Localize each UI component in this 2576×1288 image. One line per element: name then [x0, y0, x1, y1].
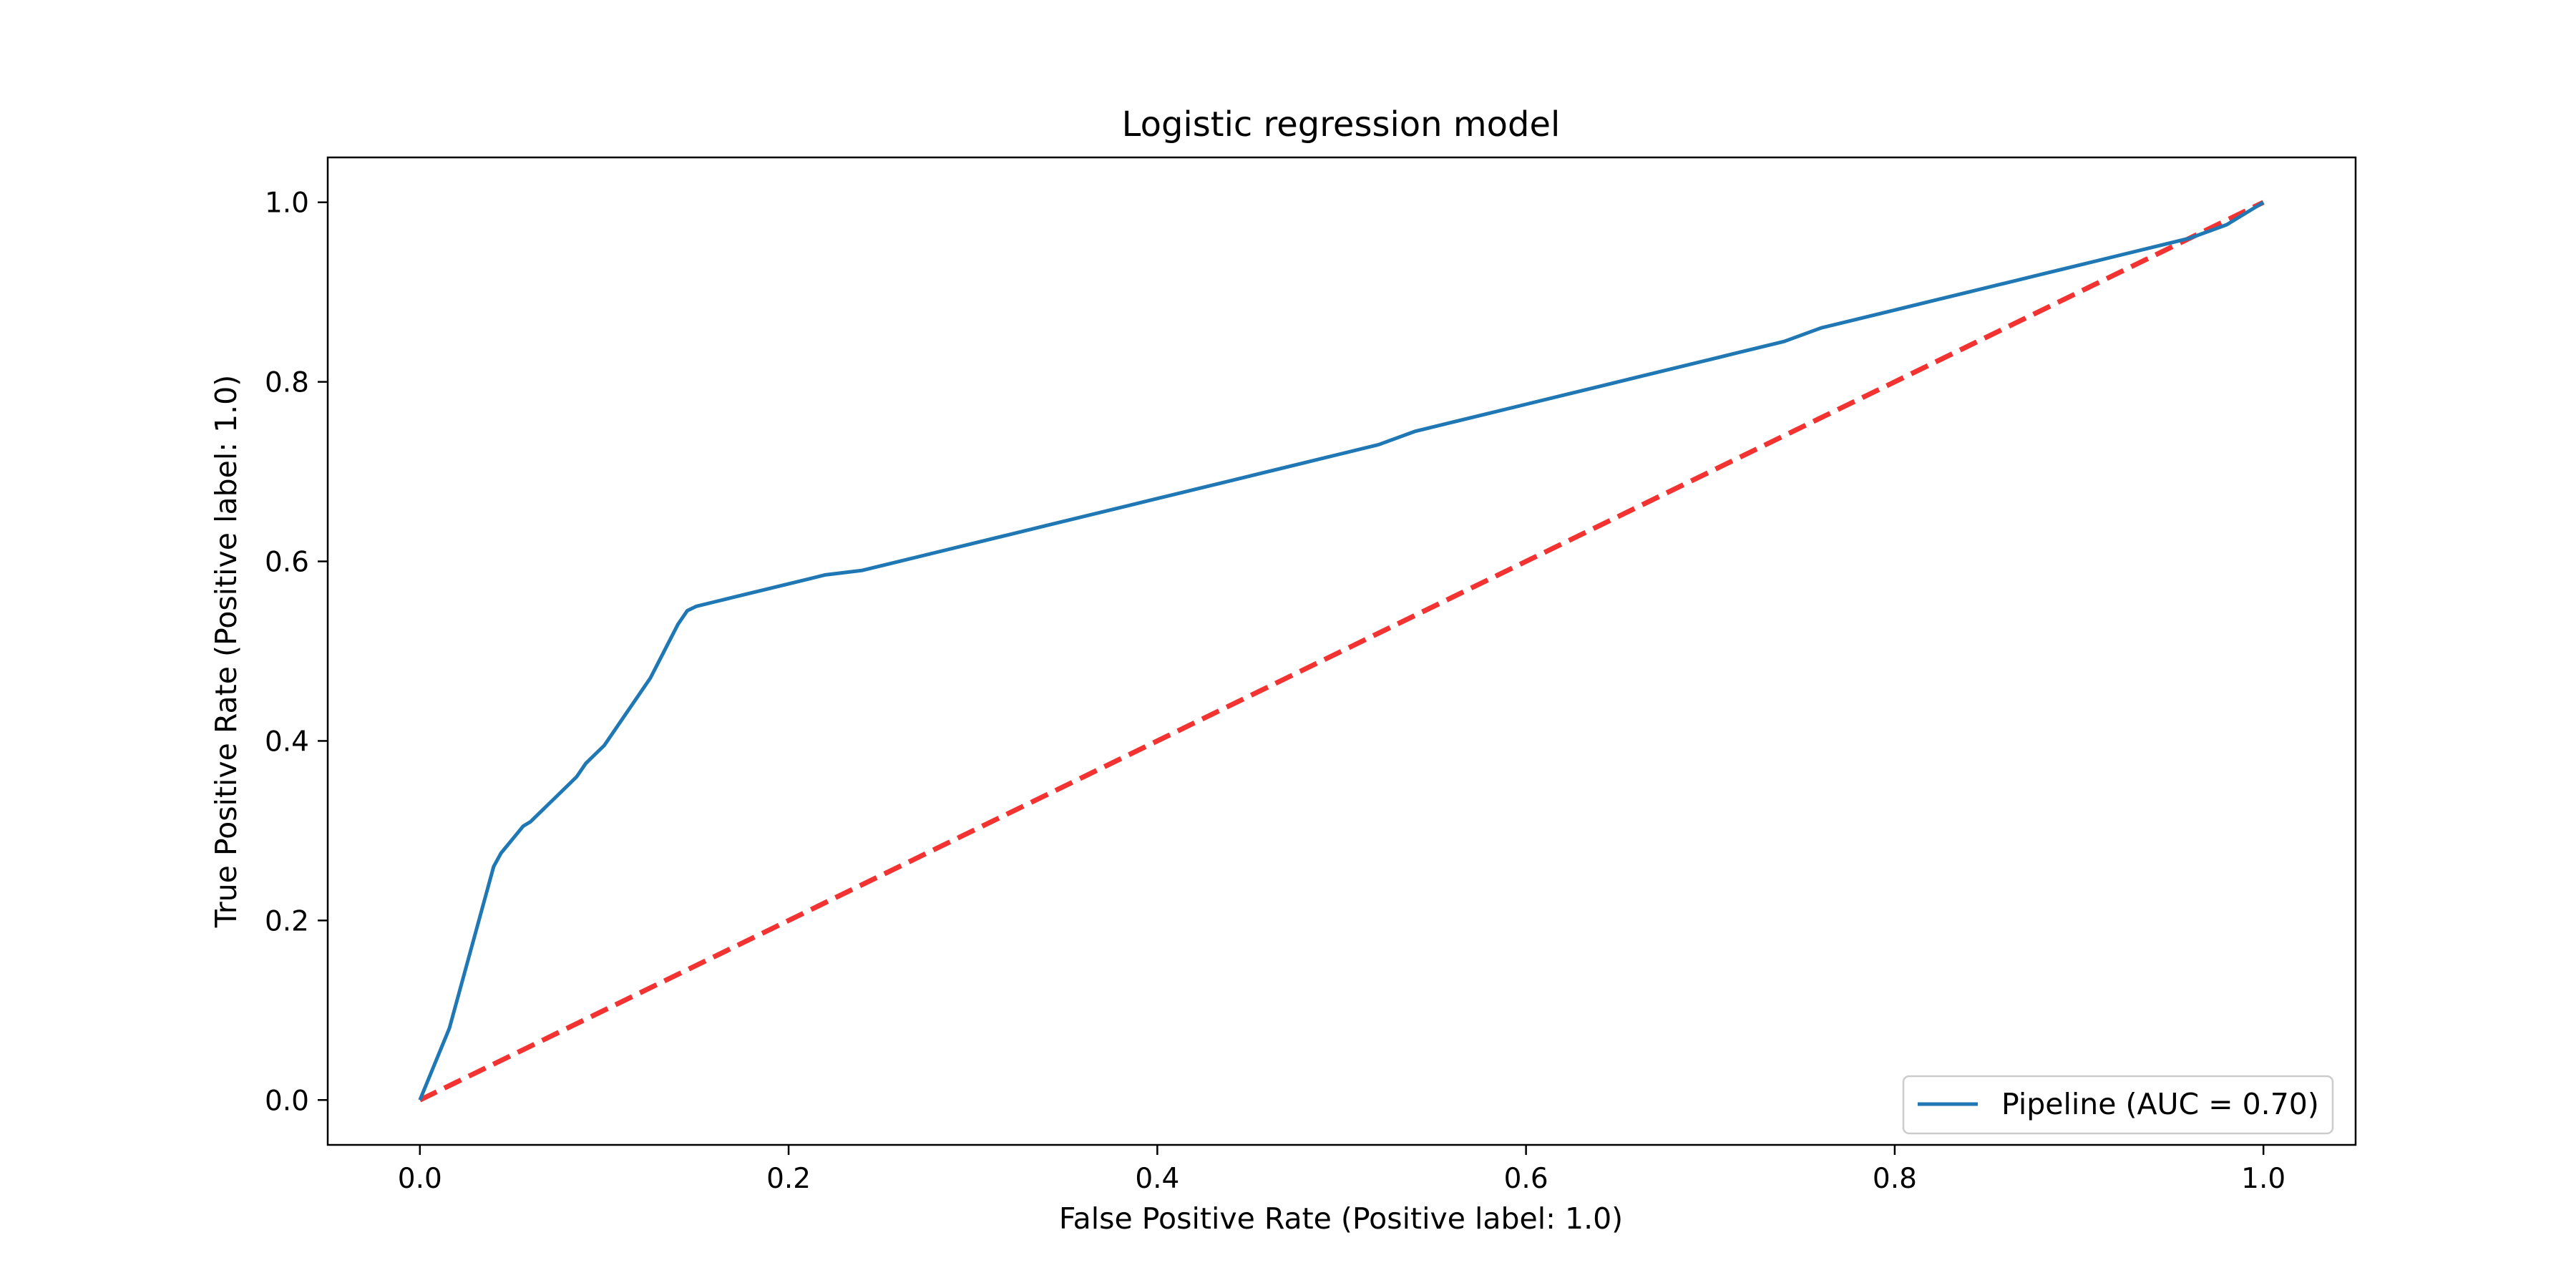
y-axis-title: True Positive Rate (Positive label: 1.0)	[209, 375, 243, 929]
y-tick-label: 0.4	[265, 726, 309, 758]
y-tick-label: 0.6	[265, 547, 309, 579]
y-tick-label: 1.0	[265, 187, 309, 220]
x-tick-label: 1.0	[2241, 1163, 2285, 1195]
x-tick-label: 0.8	[1873, 1163, 1917, 1195]
legend: Pipeline (AUC = 0.70)	[1902, 1075, 2334, 1135]
axes-frame	[326, 156, 2357, 1146]
x-tick-label: 0.2	[766, 1163, 811, 1195]
y-tick-label: 0.2	[265, 905, 309, 937]
y-tick-label: 0.0	[265, 1085, 309, 1117]
y-tick-label: 0.8	[265, 367, 309, 399]
plot-area	[418, 200, 2265, 1103]
legend-label-pipeline: Pipeline (AUC = 0.70)	[2001, 1087, 2319, 1121]
x-tick-label: 0.6	[1504, 1163, 1548, 1195]
legend-box	[1902, 1075, 2334, 1135]
x-axis-ticks: 0.0 0.2 0.4 0.6 0.8 1.0	[398, 1145, 2285, 1195]
roc-curve-line	[418, 200, 2265, 1101]
chance-diagonal-line	[419, 200, 2265, 1103]
chart-title: Logistic regression model	[1122, 104, 1561, 145]
x-tick-label: 0.0	[398, 1163, 442, 1195]
y-axis-ticks: 0.0 0.2 0.4 0.6 0.8 1.0	[265, 187, 328, 1117]
x-tick-label: 0.4	[1135, 1163, 1179, 1195]
x-axis-title: False Positive Rate (Positive label: 1.0…	[1059, 1201, 1623, 1236]
